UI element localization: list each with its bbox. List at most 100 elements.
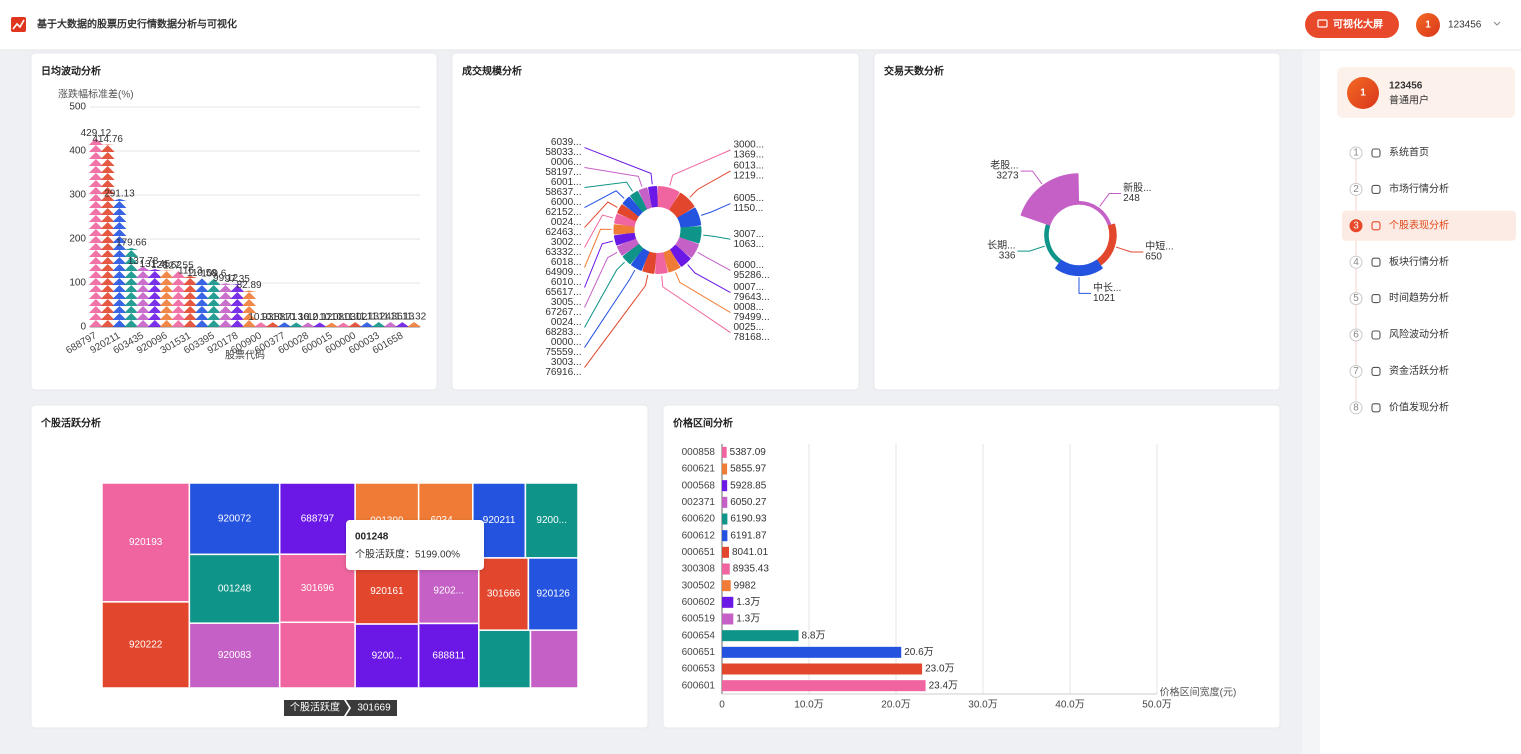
slice-value-label: 1021 [1093,293,1116,304]
slice-value-label: 3273 [996,171,1019,182]
menu-label[interactable]: 个股表现分析 [1389,218,1449,231]
slice-label: 6018... [551,257,582,268]
menu-label[interactable]: 资金活跃分析 [1389,364,1449,377]
label-line [700,203,731,216]
value-label: 8.8万 [802,630,826,641]
user-card-role: 普通用户 [1389,94,1429,107]
slice-label: 中长... [1093,281,1121,294]
big-screen-button[interactable] [1305,11,1399,38]
menu-label[interactable]: 风险波动分析 [1389,328,1449,341]
bar [324,322,339,327]
slice-label: 3005... [551,297,582,308]
menu-label[interactable]: 市场行情分析 [1389,182,1449,195]
treemap-cell[interactable] [527,557,579,631]
bar [395,322,410,327]
menu-icon [1371,294,1381,304]
scroll-gutter [1302,50,1320,754]
menu-index-circle [1349,219,1363,233]
treemap-cell[interactable] [529,629,579,689]
slice-value-label: 68283... [545,327,581,338]
value-label: 8935.43 [733,564,770,575]
treemap-label: 301666 [487,589,521,600]
slice-value-label: 58033... [545,147,581,158]
slice-label: 中短... [1145,240,1173,253]
slice-label: 0024... [551,217,582,228]
slice-label: 6001... [551,177,582,188]
slice-label: 老股... [990,159,1018,172]
pie-slice [657,186,680,211]
slice-value-label: 95286... [734,270,770,281]
y-tick-label: 600651 [682,647,716,658]
menu-label[interactable]: 时间趋势分析 [1389,291,1449,304]
menu-label[interactable]: 价值发现分析 [1389,400,1449,413]
treemap-label: 920222 [129,640,163,651]
bar [722,680,926,692]
treemap-cell[interactable] [188,622,281,689]
menu-active-bg[interactable] [1342,210,1516,241]
label-line [584,269,636,348]
slice-label: 0008... [734,302,765,313]
bar [171,270,186,327]
value-label: 11.32 [402,312,427,323]
header-avatar[interactable] [1416,13,1440,37]
slice-value-label: 79499... [734,312,770,323]
treemap-label: 920161 [370,586,404,597]
panel-title: 成交规模分析 [462,65,522,78]
panel-title: 个股活跃分析 [40,417,101,430]
treemap-label: 920193 [129,537,163,548]
label-line [1078,277,1091,294]
treemap-label: 688797 [301,513,335,524]
value-label: 10.71 [272,312,297,323]
breadcrumb-label: 301669 [357,703,391,714]
treemap-cell[interactable] [278,621,356,689]
bar [277,322,292,327]
breadcrumb-item[interactable] [284,700,349,716]
menu-index: 6 [1353,330,1359,341]
menu-label[interactable]: 板块行情分析 [1389,255,1449,268]
value-label: 8041.01 [732,547,769,558]
menu-index: 3 [1353,220,1359,231]
breadcrumb-item[interactable] [346,700,397,716]
bar [359,322,374,327]
value-label: 110.58 [187,268,217,279]
slice-value-label: 248 [1123,193,1140,204]
header-user[interactable]: 123456 [1448,20,1482,31]
value-label: 6050.27 [730,497,767,508]
panel-title: 日均波动分析 [41,65,101,78]
y-tick-label: 100 [69,278,86,289]
treemap-cell[interactable] [524,482,579,559]
treemap-cell[interactable] [478,629,532,689]
bar [136,266,151,327]
rose-slice [1020,173,1080,226]
bar [722,563,730,575]
slice-label: 3002... [551,237,582,248]
bar [289,322,304,327]
slice-value-label: 78168... [734,332,770,343]
value-label: 10.08 [319,312,344,323]
value-label: 137.78 [128,256,159,267]
treemap-cell[interactable] [354,623,420,689]
menu-label[interactable]: 系统首页 [1389,146,1429,159]
bar [348,322,363,327]
y-tick-label: 600601 [682,680,716,691]
pie-slice [638,187,653,210]
bar [194,278,209,327]
y-tick-label: 600612 [682,530,716,541]
slice-label: 长期... [987,240,1015,252]
value-label: 10.36 [284,312,309,323]
menu-index-circle [1349,255,1363,269]
value-label: 10.03 [331,312,356,323]
y-tick-label: 500 [69,102,86,113]
header-avatar-text: 1 [1425,20,1431,31]
value-label: 1.3万 [736,614,760,625]
bar [218,283,233,327]
pie-slice [675,237,699,258]
slice-label: 3003... [551,357,582,368]
label-line [584,251,618,308]
y-tick-label: 600621 [682,464,716,475]
menu-icon [1371,184,1381,194]
button-label[interactable]: 可视化大屏 [1333,18,1383,31]
value-label: 414.76 [92,134,123,145]
slice-value-label: 1219... [734,171,765,182]
y-tick-label: 300308 [682,564,716,575]
